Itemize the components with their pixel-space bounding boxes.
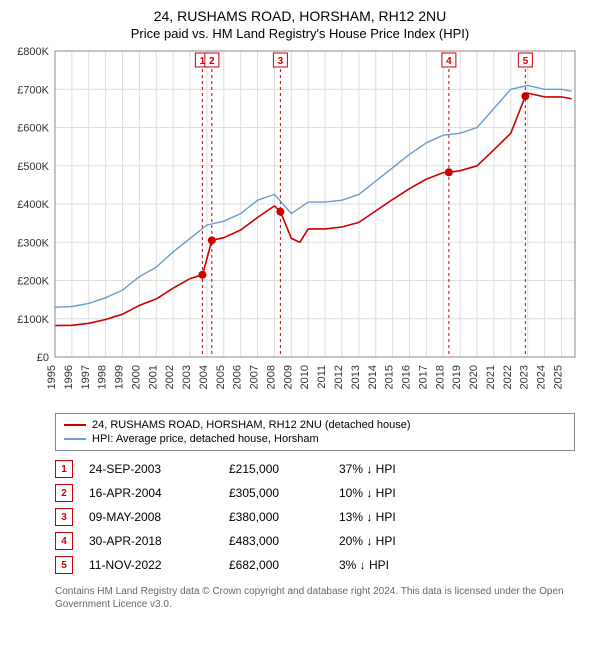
sale-price: £380,000 [229, 510, 339, 524]
svg-text:2018: 2018 [434, 365, 446, 389]
legend-item: 24, RUSHAMS ROAD, HORSHAM, RH12 2NU (det… [64, 418, 566, 432]
svg-text:2006: 2006 [232, 365, 244, 389]
sale-price: £483,000 [229, 534, 339, 548]
svg-text:2020: 2020 [468, 365, 480, 389]
sale-row: 4 30-APR-2018£483,00020% ↓ HPI [55, 529, 575, 553]
legend-swatch [64, 438, 86, 440]
svg-text:£600K: £600K [17, 123, 49, 135]
sale-price: £305,000 [229, 486, 339, 500]
svg-text:2016: 2016 [401, 365, 413, 389]
svg-text:2000: 2000 [130, 365, 142, 389]
sale-marker-badge: 2 [55, 484, 73, 502]
legend-label: HPI: Average price, detached house, Hors… [92, 433, 319, 445]
svg-text:£100K: £100K [17, 314, 49, 326]
svg-text:2017: 2017 [417, 365, 429, 389]
svg-text:2019: 2019 [451, 365, 463, 389]
sale-row: 2 16-APR-2004£305,00010% ↓ HPI [55, 481, 575, 505]
line-chart: 12345£0£100K£200K£300K£400K£500K£600K£70… [0, 47, 600, 407]
svg-text:2011: 2011 [316, 365, 328, 389]
sale-delta: 37% ↓ HPI [339, 462, 575, 476]
svg-text:2021: 2021 [485, 365, 497, 389]
sale-marker-badge: 4 [55, 532, 73, 550]
sale-delta: 3% ↓ HPI [339, 558, 575, 572]
svg-text:2008: 2008 [265, 365, 277, 389]
svg-text:2002: 2002 [164, 365, 176, 389]
legend: 24, RUSHAMS ROAD, HORSHAM, RH12 2NU (det… [55, 413, 575, 451]
svg-text:1997: 1997 [80, 365, 92, 389]
sale-price: £215,000 [229, 462, 339, 476]
svg-text:2005: 2005 [215, 365, 227, 389]
svg-text:£200K: £200K [17, 276, 49, 288]
svg-text:2014: 2014 [367, 365, 379, 389]
legend-swatch [64, 424, 86, 426]
sale-date: 30-APR-2018 [89, 534, 229, 548]
svg-text:2024: 2024 [536, 365, 548, 389]
svg-text:1996: 1996 [63, 365, 75, 389]
sale-row: 3 09-MAY-2008£380,00013% ↓ HPI [55, 505, 575, 529]
page-subtitle: Price paid vs. HM Land Registry's House … [0, 26, 600, 41]
sale-date: 09-MAY-2008 [89, 510, 229, 524]
svg-text:5: 5 [523, 56, 529, 67]
svg-text:2: 2 [209, 56, 215, 67]
sale-price: £682,000 [229, 558, 339, 572]
legend-label: 24, RUSHAMS ROAD, HORSHAM, RH12 2NU (det… [92, 419, 411, 431]
svg-text:2013: 2013 [350, 365, 362, 389]
svg-text:£300K: £300K [17, 237, 49, 249]
svg-text:£800K: £800K [17, 47, 49, 58]
sale-delta: 13% ↓ HPI [339, 510, 575, 524]
svg-text:1995: 1995 [46, 365, 58, 389]
page-title: 24, RUSHAMS ROAD, HORSHAM, RH12 2NU [0, 8, 600, 24]
svg-text:2015: 2015 [384, 365, 396, 389]
chart-container: 24, RUSHAMS ROAD, HORSHAM, RH12 2NU Pric… [0, 0, 600, 611]
svg-text:£700K: £700K [17, 84, 49, 96]
svg-text:£500K: £500K [17, 161, 49, 173]
sale-row: 5 11-NOV-2022£682,0003% ↓ HPI [55, 553, 575, 577]
sale-delta: 20% ↓ HPI [339, 534, 575, 548]
sale-marker-badge: 5 [55, 556, 73, 574]
svg-text:1998: 1998 [97, 365, 109, 389]
svg-text:2023: 2023 [519, 365, 531, 389]
svg-text:2009: 2009 [282, 365, 294, 389]
svg-text:2003: 2003 [181, 365, 193, 389]
sale-marker-badge: 1 [55, 460, 73, 478]
svg-text:2010: 2010 [299, 365, 311, 389]
sale-marker-badge: 3 [55, 508, 73, 526]
svg-text:£400K: £400K [17, 199, 49, 211]
sale-date: 24-SEP-2003 [89, 462, 229, 476]
legend-item: HPI: Average price, detached house, Hors… [64, 432, 566, 446]
svg-text:2022: 2022 [502, 365, 514, 389]
svg-text:2025: 2025 [552, 365, 564, 389]
footnote: Contains HM Land Registry data © Crown c… [55, 585, 575, 611]
svg-text:4: 4 [446, 56, 452, 67]
svg-text:2007: 2007 [249, 365, 261, 389]
svg-text:£0: £0 [37, 352, 49, 364]
sale-date: 11-NOV-2022 [89, 558, 229, 572]
sale-delta: 10% ↓ HPI [339, 486, 575, 500]
sale-date: 16-APR-2004 [89, 486, 229, 500]
chart-area: 12345£0£100K£200K£300K£400K£500K£600K£70… [0, 47, 600, 407]
sale-row: 1 24-SEP-2003£215,00037% ↓ HPI [55, 457, 575, 481]
svg-text:1999: 1999 [114, 365, 126, 389]
svg-text:3: 3 [278, 56, 284, 67]
sales-table: 1 24-SEP-2003£215,00037% ↓ HPI 2 16-APR-200… [55, 457, 575, 577]
svg-text:2012: 2012 [333, 365, 345, 389]
svg-text:2004: 2004 [198, 365, 210, 389]
svg-text:2001: 2001 [147, 365, 159, 389]
